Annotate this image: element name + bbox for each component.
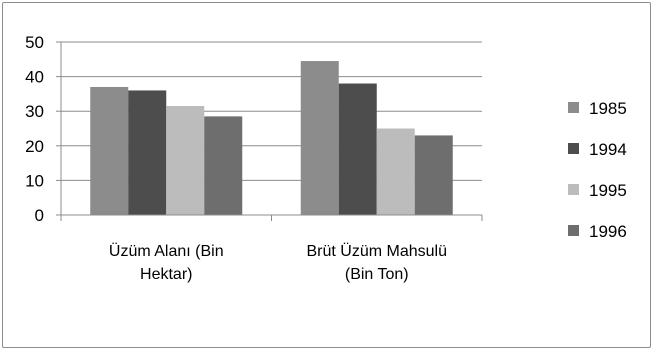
axes [60, 42, 483, 221]
y-tick-label: 20 [25, 137, 44, 156]
category-label-line: Üzüm Alanı (Bin [109, 242, 224, 260]
bar-1996-0 [204, 116, 243, 215]
category-label: Üzüm Alanı (Bin Hektar) [109, 242, 224, 283]
y-tick-label: 30 [25, 102, 44, 121]
legend-label-1996: 1996 [589, 222, 627, 241]
category-label-line: Brüt Üzüm Mahsulü [307, 242, 448, 260]
bar-1995-1 [376, 128, 415, 215]
category-label-line: Hektar) [140, 266, 192, 283]
legend-label-1995: 1995 [589, 181, 627, 200]
legend: 1985 1994 1995 1996 [568, 99, 627, 241]
bars [90, 61, 453, 216]
bar-1995-0 [166, 106, 205, 215]
legend-label-1985: 1985 [589, 99, 627, 118]
legend-swatch-1995 [568, 184, 579, 195]
bar-1985-1 [300, 61, 339, 215]
bar-1994-1 [338, 83, 377, 216]
y-tick-label: 40 [25, 68, 44, 87]
bar-1994-0 [128, 90, 167, 215]
legend-swatch-1996 [568, 225, 579, 236]
y-tick-label: 50 [25, 33, 44, 52]
y-tick-label: 0 [35, 206, 44, 225]
legend-swatch-1994 [568, 143, 579, 154]
y-tick-label: 10 [25, 171, 44, 190]
category-label: Brüt Üzüm Mahsulü (Bin Ton) [307, 242, 448, 283]
bar-1985-0 [90, 86, 129, 215]
category-labels: Üzüm Alanı (Bin Hektar) Brüt Üzüm Mahsulü (… [109, 242, 447, 283]
bar-1996-1 [414, 135, 453, 215]
category-label-line: (Bin Ton) [345, 266, 409, 283]
y-axis-ticks: 0 10 20 30 40 50 [25, 33, 44, 225]
legend-swatch-1985 [568, 102, 579, 113]
legend-label-1994: 1994 [589, 140, 627, 159]
